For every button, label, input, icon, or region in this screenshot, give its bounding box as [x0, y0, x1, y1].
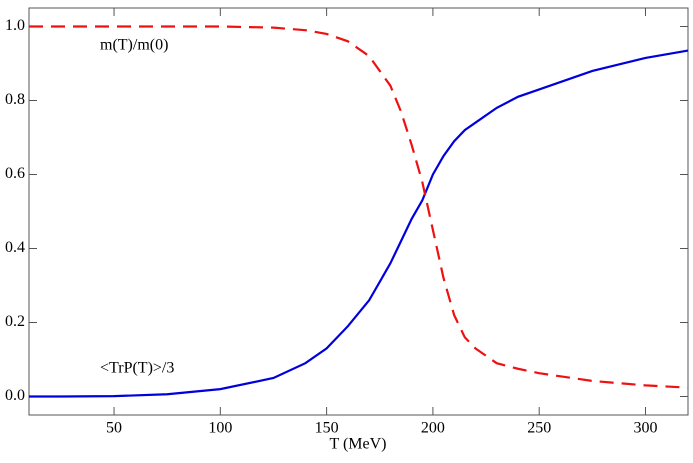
x-tick-label: 200	[421, 420, 445, 437]
x-tick-label: 50	[106, 420, 122, 437]
y-tick-label: 0.0	[5, 387, 25, 404]
x-tick-label: 250	[527, 420, 551, 437]
x-tick-label: 150	[315, 420, 339, 437]
series-line	[29, 49, 689, 398]
y-tick-label: 0.6	[5, 165, 25, 182]
series-label: m(T)/m(0)	[100, 37, 168, 54]
y-tick-label: 1.0	[5, 17, 25, 34]
x-tick-label: 300	[633, 420, 657, 437]
x-axis-label: T (MeV)	[329, 436, 386, 453]
y-tick-label: 0.2	[5, 313, 25, 330]
plot-frame	[28, 7, 689, 416]
series-label: <TrP(T)>/3	[100, 360, 174, 377]
y-tick-label: 0.4	[5, 239, 25, 256]
series-line	[29, 25, 689, 389]
y-tick-label: 0.8	[5, 91, 25, 108]
x-tick-label: 100	[208, 420, 232, 437]
